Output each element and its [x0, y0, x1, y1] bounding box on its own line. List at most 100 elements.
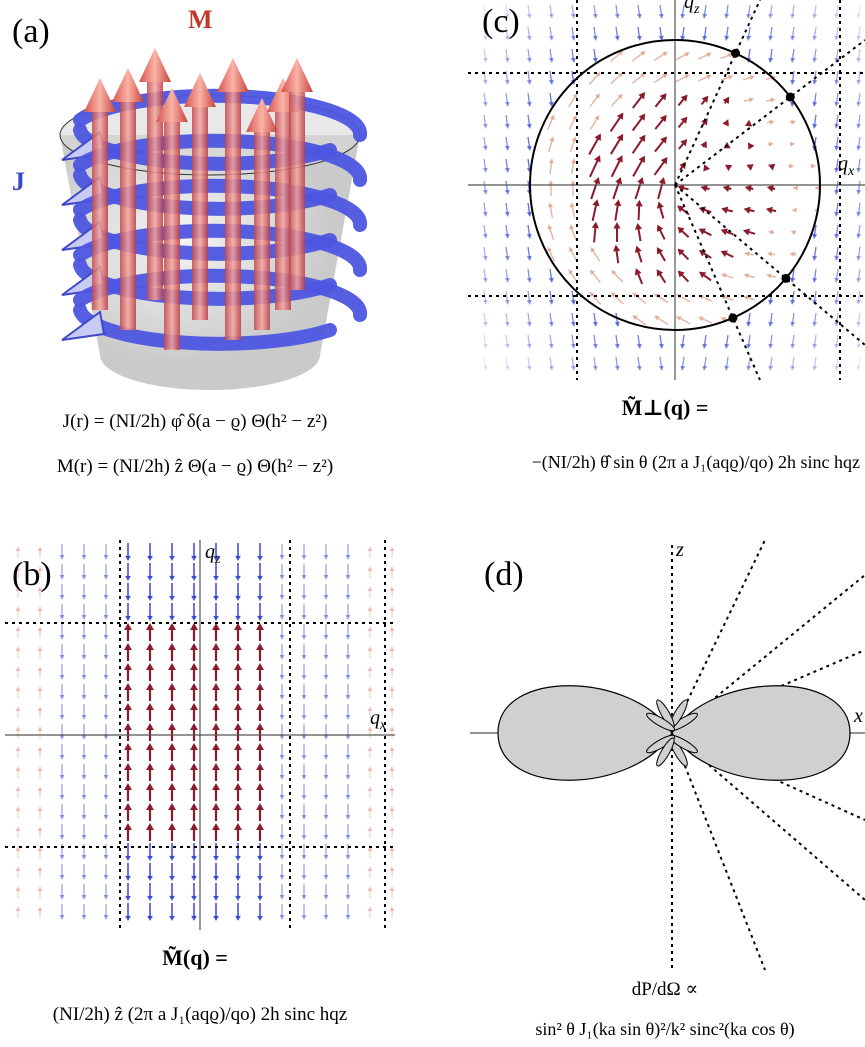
vector-field	[483, 5, 861, 371]
field-arrow-head	[856, 366, 861, 371]
field-arrow-head	[368, 626, 373, 631]
field-arrow-head	[702, 344, 707, 349]
field-arrow-head	[280, 875, 285, 880]
field-arrow-head	[302, 615, 307, 620]
field-arrow-head	[746, 164, 753, 171]
field-arrow-head	[190, 743, 198, 750]
field-arrow-head	[703, 164, 710, 171]
field-arrow-head	[636, 200, 643, 207]
field-arrow-shaft	[655, 160, 666, 175]
rod	[289, 90, 305, 290]
field-arrow-head	[302, 675, 307, 680]
field-arrow-head	[390, 566, 395, 571]
field-arrow-head	[505, 212, 510, 217]
field-arrow-head	[324, 895, 329, 900]
field-arrow-head	[768, 142, 773, 147]
field-arrow-head	[38, 786, 43, 791]
field-arrow-head	[790, 80, 795, 85]
field-arrow-head	[169, 856, 175, 861]
field-arrow-head	[790, 300, 795, 305]
axis-label: qz	[205, 541, 221, 567]
field-arrow-head	[856, 234, 861, 239]
field-arrow-head	[856, 36, 861, 41]
field-arrow-head	[549, 36, 554, 41]
field-arrow-head	[169, 876, 175, 881]
field-arrow-head	[856, 124, 861, 129]
field-arrow-head	[60, 855, 65, 860]
field-arrow-head	[16, 666, 21, 671]
field-arrow-head	[302, 735, 307, 740]
field-arrow-head	[234, 683, 242, 690]
field-arrow-shaft	[591, 181, 597, 199]
panel-c: (c) qz qx M̃⊥(q) = −(NI/2h) θ̂ sin θ (2π…	[468, 0, 865, 473]
field-arrow-head	[745, 185, 752, 192]
field-arrow-head	[390, 646, 395, 651]
field-arrow-head	[680, 344, 685, 349]
field-arrow-head	[571, 14, 576, 19]
field-arrow-head	[234, 663, 242, 670]
field-arrow-head	[235, 596, 241, 601]
field-arrow-head	[659, 366, 664, 371]
field-arrow-head	[82, 635, 87, 640]
field-arrow-head	[60, 635, 65, 640]
field-arrow-head	[82, 575, 87, 580]
field-arrow-head	[812, 278, 817, 283]
field-arrow-head	[346, 755, 351, 760]
radiation-lobe	[498, 686, 672, 781]
field-arrow-head	[811, 164, 816, 169]
field-arrow-head	[812, 36, 817, 41]
field-arrow-head	[302, 595, 307, 600]
field-arrow-head	[505, 322, 510, 327]
field-arrow-head	[571, 158, 576, 163]
field-arrow-head	[702, 14, 707, 19]
field-arrow-head	[104, 555, 109, 560]
field-arrow-head	[856, 190, 861, 195]
field-arrow-head	[505, 300, 510, 305]
field-arrow-head	[256, 703, 264, 710]
field-arrow-head	[789, 164, 794, 169]
field-arrow-head	[571, 300, 576, 305]
field-arrow-head	[834, 190, 839, 195]
field-arrow-head	[346, 895, 351, 900]
panel-label: (a)	[12, 13, 50, 50]
field-arrow-head	[82, 555, 87, 560]
field-arrow-head	[302, 815, 307, 820]
field-arrow-head	[390, 546, 395, 551]
field-arrow-head	[256, 663, 264, 670]
field-arrow-head	[505, 278, 510, 283]
field-arrow-head	[280, 635, 285, 640]
field-arrow-head	[768, 14, 773, 19]
field-arrow-head	[505, 168, 510, 173]
field-arrow-head	[746, 344, 751, 349]
field-arrow-head	[483, 102, 488, 107]
field-arrow-head	[324, 715, 329, 720]
field-arrow-head	[593, 36, 598, 41]
field-arrow-head	[16, 746, 21, 751]
field-arrow-head	[302, 795, 307, 800]
field-arrow-head	[834, 14, 839, 19]
rod	[192, 105, 208, 320]
field-arrow-head	[280, 795, 285, 800]
field-arrow-head	[746, 36, 751, 41]
field-arrow-head	[527, 58, 532, 63]
field-arrow-head	[190, 683, 198, 690]
axis-label: qz	[684, 0, 700, 17]
field-arrow-head	[702, 366, 707, 371]
field-arrow-head	[390, 746, 395, 751]
field-arrow-head	[16, 886, 21, 891]
field-arrow-head	[147, 576, 153, 581]
field-arrow-head	[368, 666, 373, 671]
field-arrow-head	[744, 207, 751, 214]
field-arrow-head	[257, 576, 263, 581]
dashed-line	[675, 0, 760, 185]
field-arrow-head	[213, 896, 219, 901]
field-arrow-head	[368, 786, 373, 791]
field-arrow-head	[834, 256, 839, 261]
field-arrow-head	[124, 683, 132, 690]
field-arrow-head	[812, 234, 817, 239]
field-arrow-head	[390, 906, 395, 911]
field-arrow-head	[235, 616, 241, 621]
field-arrow-shaft	[592, 272, 601, 283]
field-arrow-head	[615, 366, 620, 371]
field-arrow-head	[16, 686, 21, 691]
